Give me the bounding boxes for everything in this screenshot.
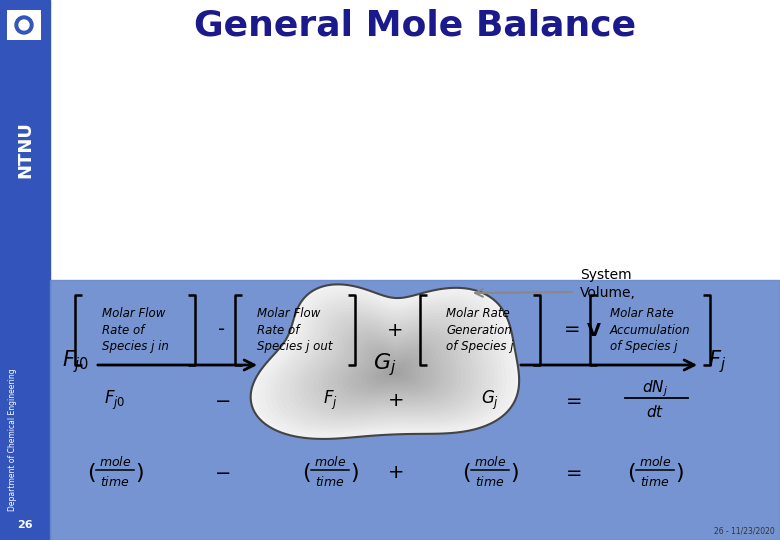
Polygon shape [381,364,407,380]
Polygon shape [366,355,420,386]
Text: 26 - 11/23/2020: 26 - 11/23/2020 [714,527,775,536]
Bar [0,0,50,540]
Polygon shape [303,317,473,415]
Polygon shape [323,329,457,406]
Polygon shape [289,308,486,421]
Text: $\mathit{F_j}$: $\mathit{F_j}$ [323,388,338,411]
Text: $($: $($ [626,461,636,483]
Polygon shape [275,299,498,428]
Text: -: - [218,321,225,340]
Polygon shape [256,287,515,437]
Polygon shape [250,285,519,439]
Polygon shape [299,314,478,417]
Text: $)$: $)$ [509,461,519,483]
Text: $\mathit{F_j}$: $\mathit{F_j}$ [708,349,726,375]
Text: $\mathit{dN_j}$: $\mathit{dN_j}$ [642,379,668,399]
Text: $\mathit{time}$: $\mathit{time}$ [100,475,129,489]
Text: $+$: $+$ [387,390,403,409]
Polygon shape [332,335,448,402]
Text: $)$: $)$ [675,461,683,483]
Polygon shape [390,370,399,375]
Text: General Mole Balance: General Mole Balance [194,9,636,43]
Text: $\mathbf{V}$: $\mathbf{V}$ [586,322,602,340]
Text: $\mathit{mole}$: $\mathit{mole}$ [99,455,131,469]
Text: $\mathit{G_j}$: $\mathit{G_j}$ [374,352,397,379]
Text: Molar Flow
Rate of
Species j in: Molar Flow Rate of Species j in [101,307,168,353]
Polygon shape [294,311,482,419]
Text: $\mathit{G_j}$: $\mathit{G_j}$ [481,388,499,411]
Text: $\mathit{time}$: $\mathit{time}$ [475,475,505,489]
Text: $\mathit{F_{j0}}$: $\mathit{F_{j0}}$ [62,349,88,375]
Polygon shape [285,305,490,423]
Text: $\mathit{F_{j0}}$: $\mathit{F_{j0}}$ [105,388,126,411]
Text: Department of Chemical Engineering: Department of Chemical Engineering [9,369,17,511]
Polygon shape [314,323,466,410]
Polygon shape [261,291,511,435]
Polygon shape [376,361,412,382]
Text: $+$: $+$ [387,462,403,482]
Circle shape [19,20,29,30]
Polygon shape [318,326,461,408]
Polygon shape [328,332,453,404]
Polygon shape [352,347,432,393]
Polygon shape [342,341,441,397]
Text: $($: $($ [302,461,310,483]
Text: NTNU: NTNU [16,122,34,178]
Text: $=$: $=$ [562,462,582,482]
Bar [50,280,780,540]
Polygon shape [371,358,416,384]
Text: System
Volume,: System Volume, [580,268,636,300]
Text: Molar Rate
Generation
of Species j: Molar Rate Generation of Species j [446,307,514,353]
Text: $\mathit{mole}$: $\mathit{mole}$ [639,455,672,469]
Polygon shape [356,349,428,390]
Text: $($: $($ [462,461,470,483]
Text: $\mathit{mole}$: $\mathit{mole}$ [314,455,346,469]
Polygon shape [265,293,507,433]
Text: $\mathit{mole}$: $\mathit{mole}$ [473,455,506,469]
Polygon shape [347,343,436,395]
Text: $($: $($ [87,461,95,483]
Text: Molar Rate
Accumulation
of Species j: Molar Rate Accumulation of Species j [610,307,690,353]
Text: $\mathit{time}$: $\mathit{time}$ [640,475,670,489]
Text: Molar Flow
Rate of
Species j out: Molar Flow Rate of Species j out [257,307,333,353]
Text: $\mathit{time}$: $\mathit{time}$ [315,475,345,489]
Bar [7,10,41,40]
Polygon shape [337,338,445,400]
Polygon shape [361,352,424,388]
Polygon shape [308,320,470,413]
Polygon shape [279,302,495,426]
Text: $)$: $)$ [135,461,144,483]
Text: $-$: $-$ [214,462,230,482]
Text: =: = [564,321,580,340]
Text: $)$: $)$ [349,461,358,483]
Text: $\mathit{dt}$: $\mathit{dt}$ [646,404,664,420]
Text: +: + [387,321,403,340]
Text: $-$: $-$ [214,390,230,409]
Text: $=$: $=$ [562,390,582,409]
Polygon shape [270,296,502,430]
Circle shape [15,16,33,34]
Text: 26: 26 [17,520,33,530]
Polygon shape [385,367,403,377]
